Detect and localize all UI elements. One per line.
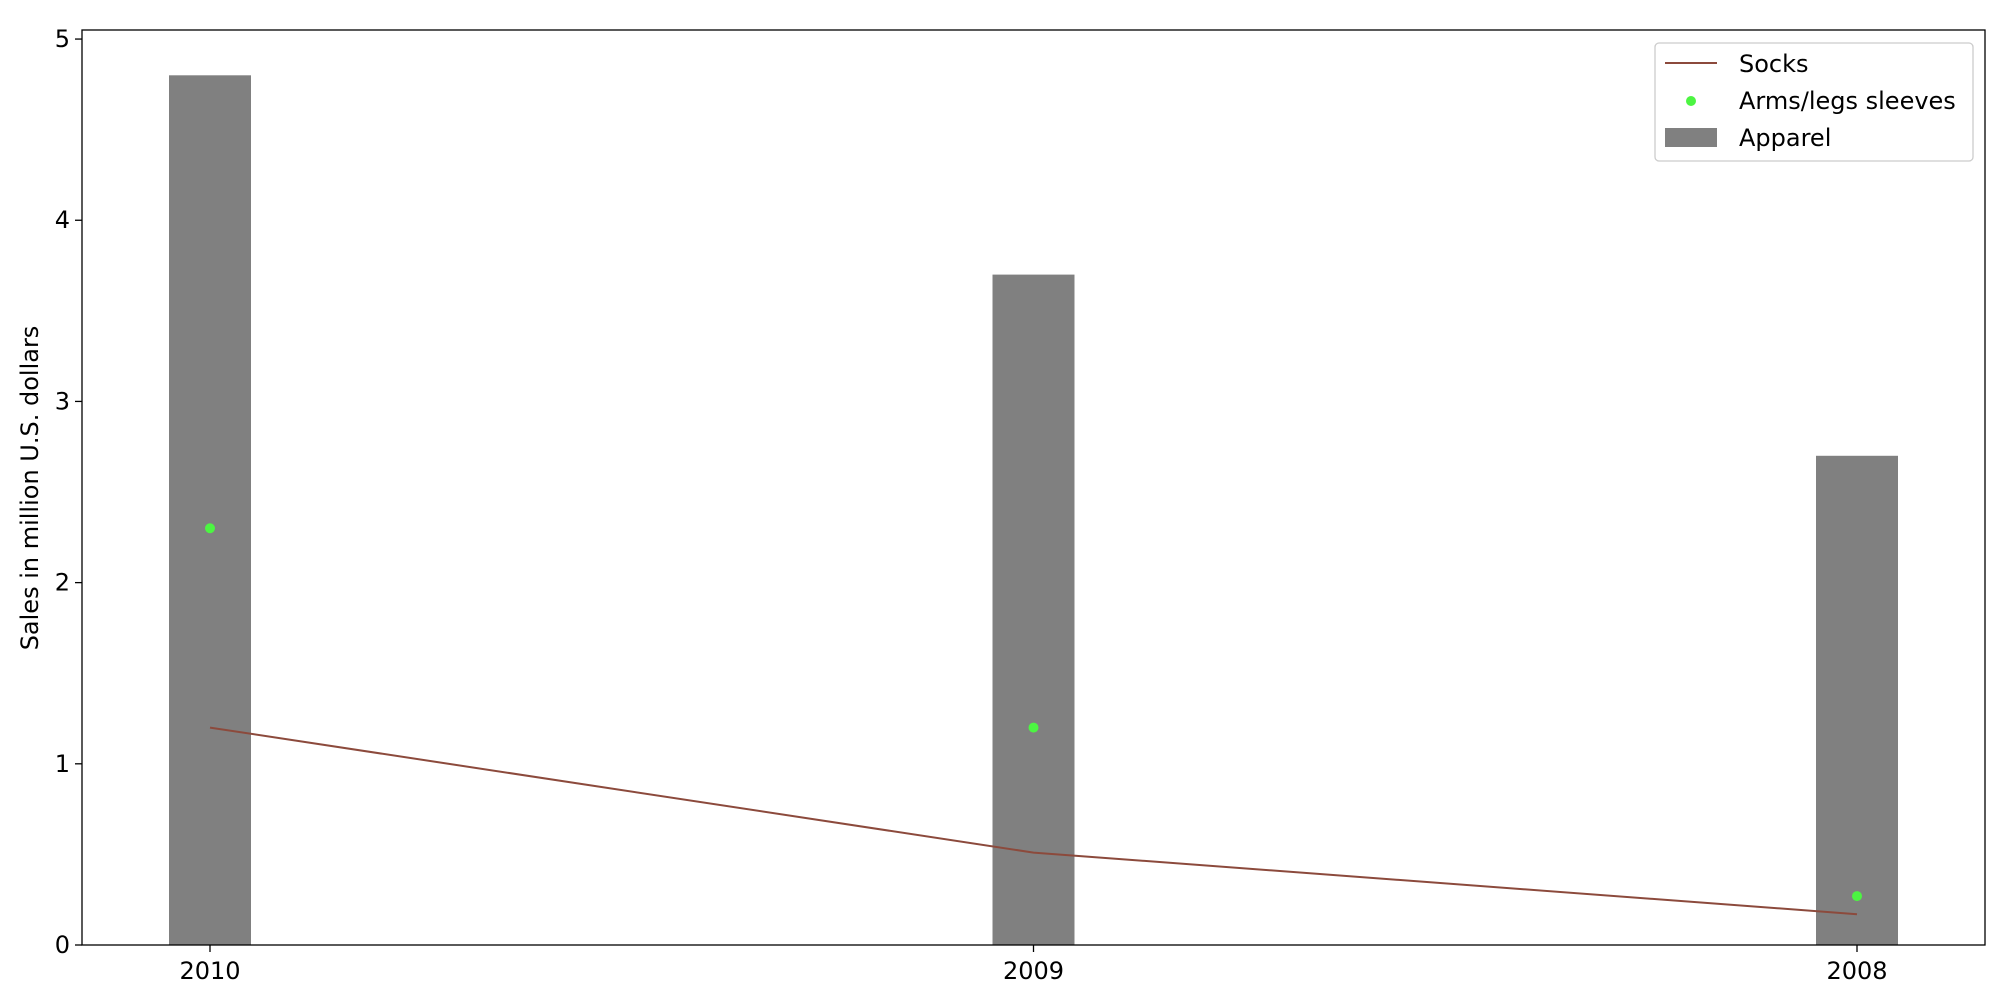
- legend: Socks Arms/legs sleeves Apparel: [1654, 42, 1974, 162]
- legend-label-arms-legs-sleeves: Arms/legs sleeves: [1739, 87, 1956, 115]
- line-socks: [209, 726, 1858, 916]
- point-arms-legs-sleeves-2009: [1028, 722, 1039, 733]
- legend-handle-apparel: [1665, 128, 1717, 147]
- legend-box: [1654, 42, 1974, 162]
- y-tick-label: 2: [55, 569, 70, 597]
- y-tick-label: 3: [55, 387, 70, 415]
- y-tick-label: 1: [55, 750, 70, 778]
- point-arms-legs-sleeves-2010: [205, 523, 215, 534]
- bar-apparel-2008: [1816, 455, 1898, 945]
- y-tick-label: 4: [55, 206, 70, 234]
- point-arms-legs-sleeves-2008: [1852, 891, 1862, 902]
- legend-handle-arms-legs-sleeves: [1686, 96, 1696, 106]
- bar-apparel-2010: [169, 75, 251, 946]
- legend-label-apparel: Apparel: [1739, 124, 1831, 152]
- x-tick-label: 2009: [1003, 957, 1064, 985]
- y-tick-label: 5: [55, 25, 70, 53]
- y-tick-label: 0: [55, 931, 70, 959]
- legend-label-socks: Socks: [1739, 50, 1809, 78]
- x-tick-label: 2010: [179, 957, 240, 985]
- y-axis-label: Sales in million U.S. dollars: [16, 326, 44, 651]
- x-tick-label: 2008: [1826, 957, 1887, 985]
- bar-apparel-2009: [992, 274, 1075, 945]
